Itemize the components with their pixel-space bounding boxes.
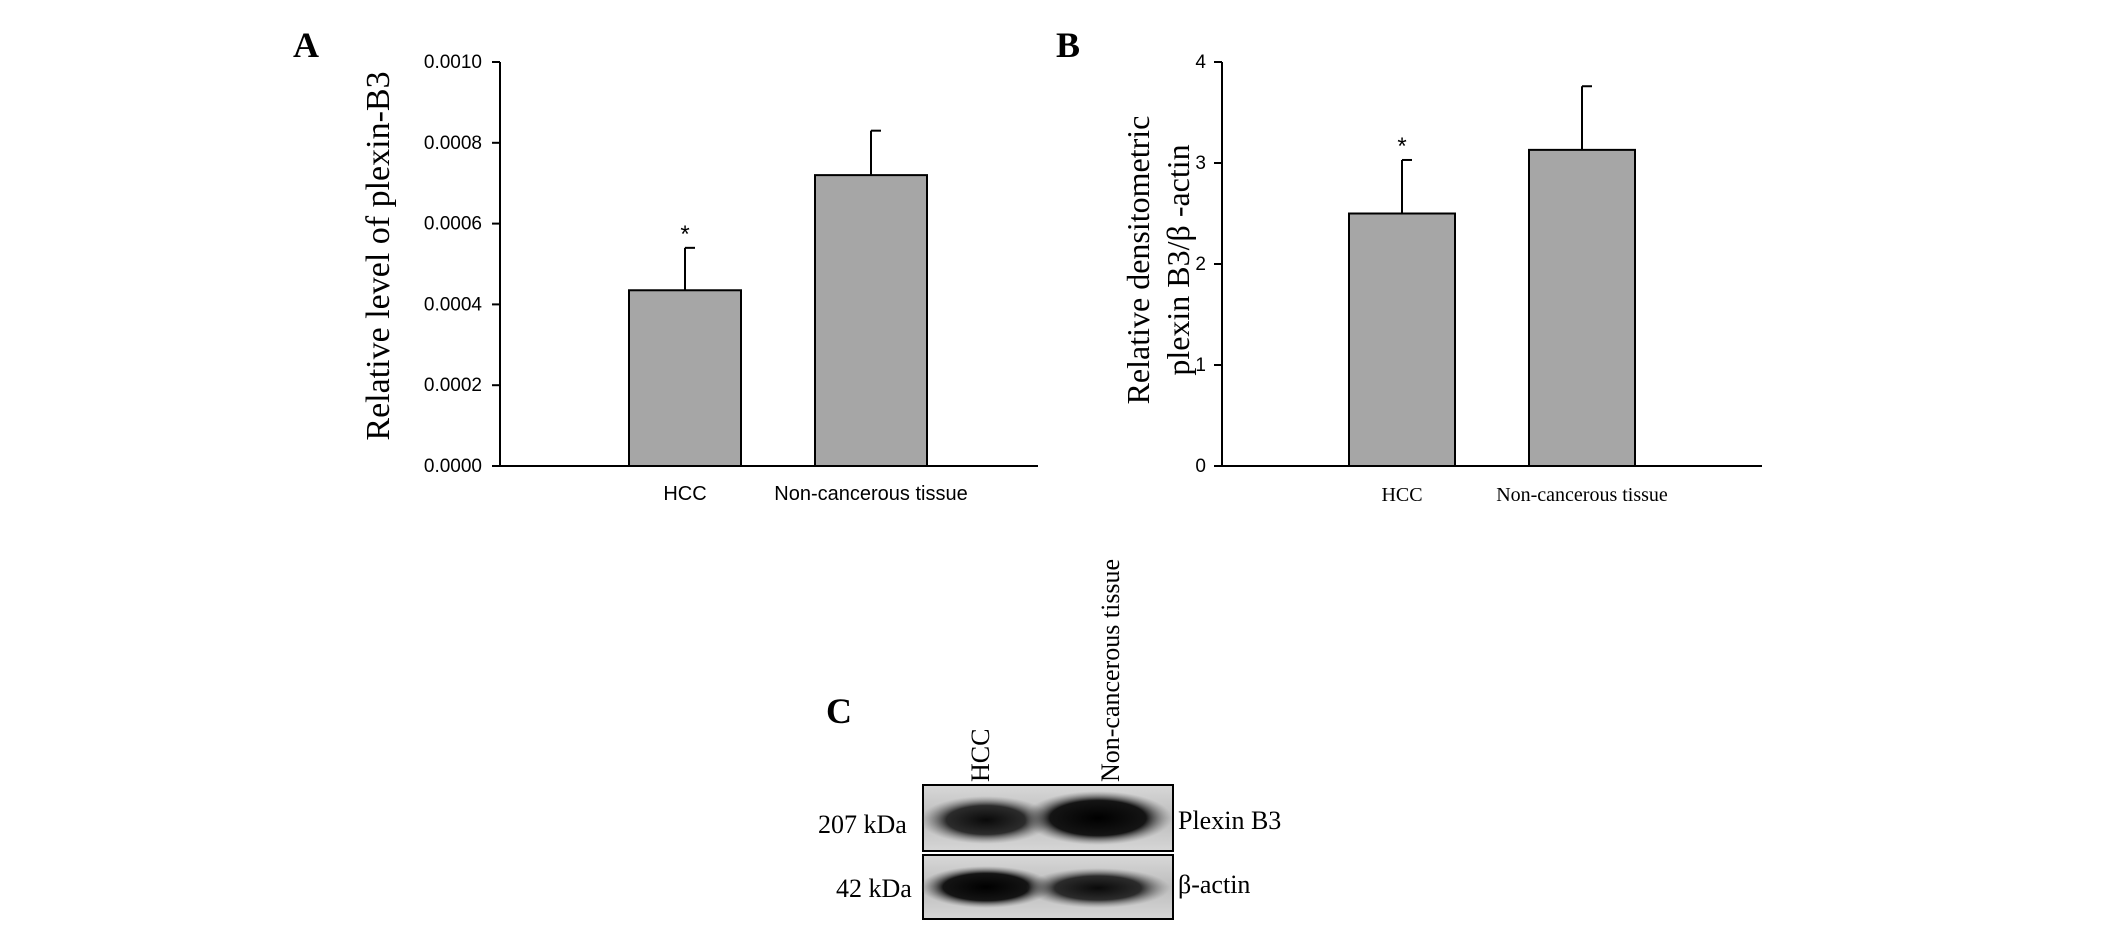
blot-band-actin-non-cancerous [1026, 868, 1170, 908]
chart-a: 0.0000 0.0002 0.0004 0.0006 0.0008 0.0010 * HCC… [424, 52, 1038, 505]
x-category-label: HCC [1381, 484, 1422, 506]
blot-lane-label-non-cancerous: Non-cancerous tissue [1096, 558, 1125, 782]
blot-band-plexin-hcc [920, 796, 1052, 844]
y-tick-label: 4 [1195, 52, 1206, 73]
blot-band-actin-hcc [920, 866, 1052, 908]
significance-marker: * [680, 221, 689, 248]
bar [628, 289, 742, 468]
y-tick-label: 0.0002 [424, 375, 482, 396]
blot-band-plexin-non-cancerous [1024, 791, 1172, 845]
y-tick-label: 0.0000 [424, 456, 482, 477]
y-tick-label: 0.0008 [424, 133, 482, 154]
panel-b-letter: B [1056, 25, 1081, 65]
blot-row-beta-actin [920, 854, 1174, 920]
blot-protein-label-beta-actin: β-actin [1178, 870, 1251, 899]
significance-marker: * [1397, 133, 1406, 160]
blot-protein-label-plexin-b3: Plexin B3 [1178, 806, 1282, 835]
x-category-label: Non-cancerous tissue [1496, 484, 1668, 506]
y-tick-label: 3 [1195, 153, 1206, 174]
western-blot-image [920, 784, 1174, 920]
blot-size-label-207: 207 kDa [818, 810, 907, 839]
x-category-label: HCC [663, 483, 706, 505]
y-tick-label: 0.0010 [424, 52, 482, 73]
y-tick-label: 0.0004 [424, 294, 483, 315]
panel-a-letter: A [293, 25, 319, 65]
bar [1528, 148, 1636, 467]
panel-c-letter: C [826, 691, 852, 731]
y-tick-label: 1 [1195, 355, 1206, 376]
blot-size-label-42: 42 kDa [836, 874, 912, 903]
bar [1348, 212, 1456, 467]
y-tick-label: 0 [1195, 456, 1206, 477]
blot-lane-label-hcc: HCC [966, 728, 995, 782]
y-tick-label: 2 [1195, 254, 1206, 275]
y-tick-label: 0.0006 [424, 214, 482, 235]
chart-b: 0 1 2 3 4 * HCC Non-cancerous tissue [1195, 52, 1762, 506]
bar [814, 174, 928, 467]
blot-row-plexin-b3 [920, 784, 1174, 852]
x-category-label: Non-cancerous tissue [774, 483, 967, 505]
